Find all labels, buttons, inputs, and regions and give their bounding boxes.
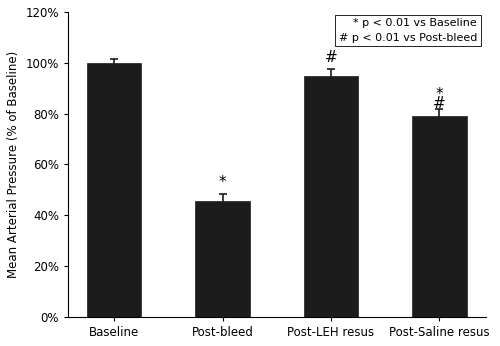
Text: #: # bbox=[433, 96, 446, 111]
Y-axis label: Mean Arterial Pressure (% of Baseline): Mean Arterial Pressure (% of Baseline) bbox=[7, 51, 20, 278]
Bar bbox=[304, 75, 358, 317]
Text: * p < 0.01 vs Baseline
# p < 0.01 vs Post-bleed: * p < 0.01 vs Baseline # p < 0.01 vs Pos… bbox=[339, 18, 477, 43]
Bar bbox=[87, 63, 141, 317]
Text: #: # bbox=[324, 50, 338, 65]
Bar bbox=[196, 201, 250, 317]
Text: *: * bbox=[218, 175, 226, 190]
Bar bbox=[412, 116, 467, 317]
Text: *: * bbox=[436, 87, 443, 102]
